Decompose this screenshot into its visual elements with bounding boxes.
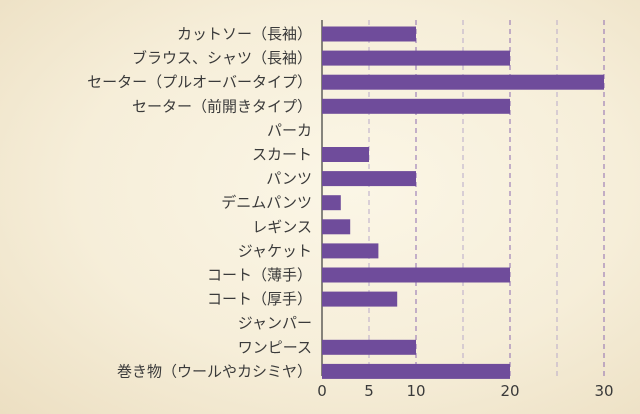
bar	[322, 339, 416, 355]
tick-label: 0	[317, 382, 327, 400]
category-label: 巻き物（ウールやカシミヤ）	[117, 362, 312, 380]
category-label: スカート	[252, 146, 312, 164]
tick-label: 5	[364, 382, 374, 400]
bar	[322, 243, 379, 259]
bar	[322, 50, 510, 66]
grid-layer	[321, 20, 605, 376]
bar	[322, 219, 351, 235]
category-label: デニムパンツ	[221, 194, 312, 212]
category-label: カットソー（長袖）	[177, 25, 312, 43]
bar-layer	[322, 26, 604, 379]
bar	[322, 171, 416, 187]
category-label: レギンス	[252, 218, 312, 236]
bar	[322, 74, 604, 90]
bar	[322, 363, 510, 379]
x-axis-ticks: 0 5 10 20 30	[317, 382, 613, 400]
category-label: ジャンパー	[238, 314, 312, 332]
category-label: ブラウス、シャツ（長袖）	[132, 49, 312, 67]
bar	[322, 267, 510, 283]
bar	[322, 26, 416, 42]
category-label: セーター（プルオーバータイプ）	[87, 73, 312, 91]
category-label: セーター（前開きタイプ）	[132, 97, 312, 115]
category-label: コート（厚手）	[207, 290, 312, 308]
category-label: パンツ	[266, 170, 312, 188]
category-label: パーカ	[267, 121, 312, 139]
tick-label: 30	[594, 382, 613, 400]
bar	[322, 98, 510, 114]
category-label: ワンピース	[238, 338, 312, 356]
category-labels: カットソー（長袖） ブラウス、シャツ（長袖） セーター（プルオーバータイプ） セーター…	[87, 25, 312, 380]
category-label: ジャケット	[238, 242, 312, 260]
category-label: コート（薄手）	[207, 266, 312, 284]
bar	[322, 147, 369, 162]
tick-label: 20	[500, 382, 519, 400]
tick-label: 10	[406, 382, 425, 400]
bar	[322, 195, 341, 211]
bar	[322, 291, 398, 307]
